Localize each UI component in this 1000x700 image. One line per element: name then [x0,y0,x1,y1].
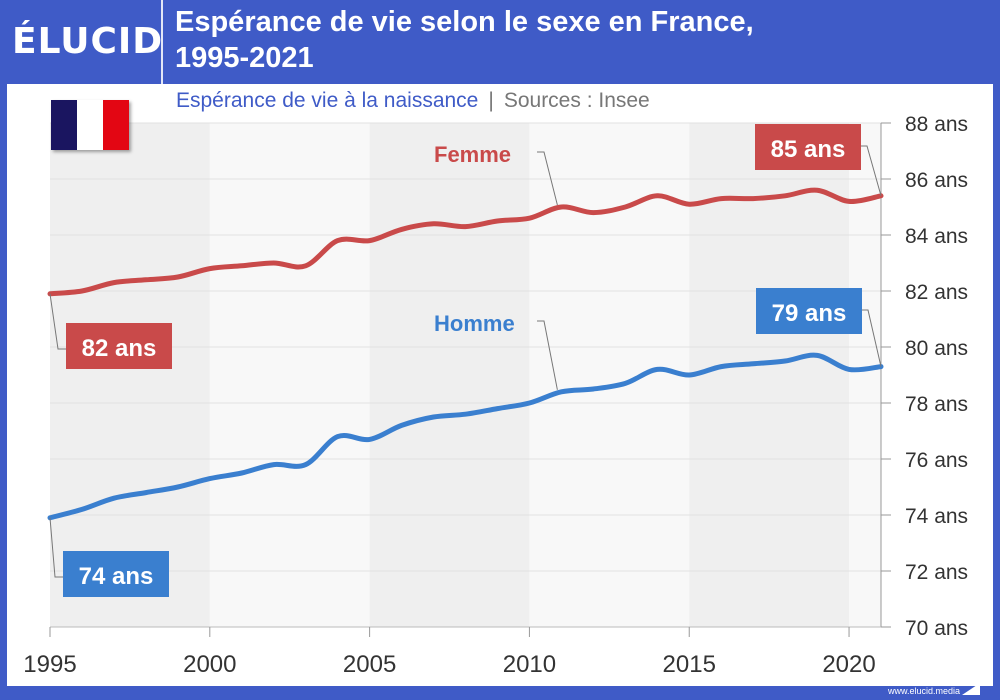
y-tick-label: 80 ans [905,337,968,360]
header: ÉLUCID Espérance de vie selon le sexe en… [0,0,1000,84]
start-value-box [63,551,169,597]
france-flag-icon [51,100,129,150]
chart-subtitle: Espérance de vie à la naissance | Sources … [176,89,650,113]
x-tick-label: 2005 [343,651,396,678]
axes: 70 ans 72 ans 74 ans 76 ans 78 ans 80 ans 82 a… [23,113,968,678]
start-leader-line [49,517,63,578]
y-tick-label: 76 ans [905,449,968,472]
end-value-label: 79 ans [772,300,847,327]
source-text: Sources : Insee [503,89,650,112]
x-tick-label: 2000 [183,651,236,678]
start-value-label: 82 ans [82,335,157,362]
subtitle-separator: | [488,89,494,112]
subtitle-text: Espérance de vie à la naissance [176,89,479,112]
background-band [369,123,530,627]
chart-title: Espérance de vie selon le sexe en France… [175,4,975,76]
series-lines [47,187,884,521]
y-tick-label: 84 ans [905,225,968,248]
x-tick-label: 2015 [663,651,716,678]
background-band [689,123,850,627]
series-leader-line [537,320,558,390]
y-tick-label: 70 ans [905,617,968,640]
background-band [50,123,210,627]
end-value-box [755,124,861,170]
end-value-box [756,288,862,334]
end-leader-line [862,309,882,367]
y-tick-label: 82 ans [905,281,968,304]
annotations: 82 ans 85 ans Femme 74 ans 79 ans Homme [49,124,882,597]
chart-title-line2: 1995-2021 [175,42,314,74]
series-label-femme: Femme [434,142,511,167]
flag-blue-stripe [51,100,77,150]
background-band [209,123,370,627]
x-tick-label: 1995 [23,651,76,678]
end-value-label: 85 ans [771,136,846,163]
x-tick-label: 2020 [822,651,875,678]
footer-url[interactable]: www.elucid.media [887,686,960,696]
y-tick-label: 74 ans [905,505,968,528]
background-band [849,123,881,627]
flag-red-stripe [103,100,129,150]
y-tick-label: 72 ans [905,561,968,584]
elucid-logo: ÉLUCID [12,21,164,62]
series-label-homme: Homme [434,311,515,336]
header-divider [161,0,163,84]
y-tick-label: 88 ans [905,113,968,136]
end-leader-line [861,145,882,196]
series-leader-line [537,151,558,206]
y-tick-label: 78 ans [905,393,968,416]
chart-title-line1: Espérance de vie selon le sexe en France… [175,6,754,38]
y-tick-label: 86 ans [905,169,968,192]
start-leader-line [49,293,66,350]
flag-white-stripe [77,100,103,150]
start-value-label: 74 ans [79,563,154,590]
elucid-mark-icon [962,683,980,695]
start-value-box [66,323,172,369]
x-tick-label: 2010 [503,651,556,678]
